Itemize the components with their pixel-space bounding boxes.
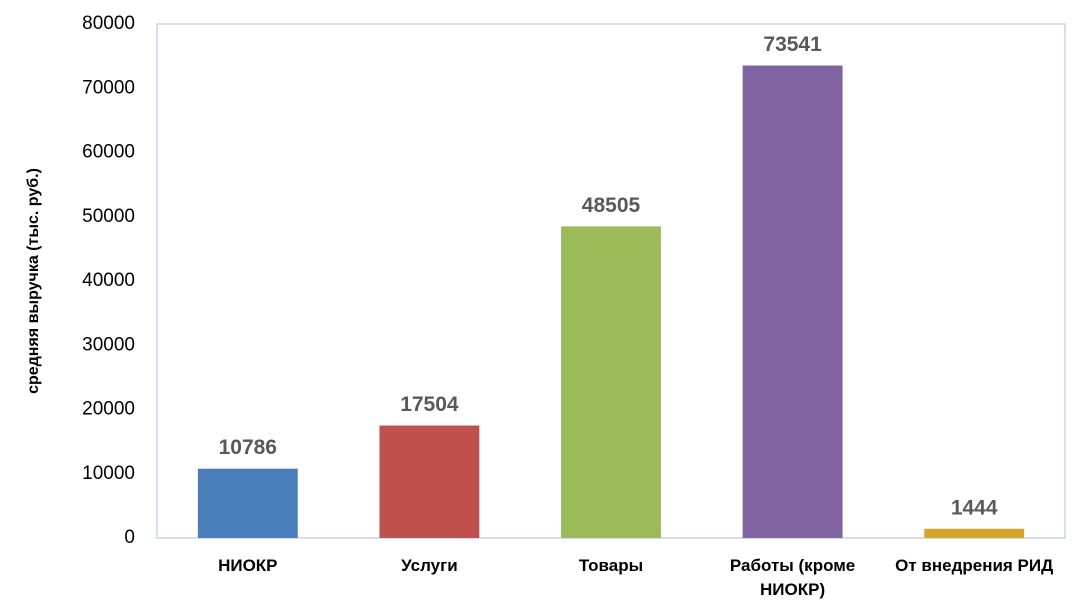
- x-tick-label: Услуги: [401, 556, 458, 575]
- data-label: 48505: [582, 194, 641, 217]
- y-tick-label: 10000: [82, 463, 135, 484]
- bar: [197, 468, 298, 538]
- y-tick-label: 60000: [82, 142, 135, 163]
- data-label: 73541: [763, 33, 822, 56]
- bar: [561, 226, 661, 538]
- y-tick-label: 70000: [82, 77, 135, 98]
- data-label: 1444: [951, 496, 998, 519]
- y-tick-label: 50000: [82, 206, 135, 227]
- x-tick-label: Работы (кроме НИОКР): [729, 556, 856, 599]
- x-tick-label: Товары: [578, 556, 644, 575]
- y-tick-label: 30000: [82, 334, 135, 355]
- bar: [924, 528, 1025, 538]
- x-tick-label: От внедрения РИД: [895, 556, 1054, 575]
- x-tick-label: НИОКР: [218, 556, 278, 575]
- y-tick-label: 80000: [82, 13, 135, 34]
- bar: [742, 65, 843, 538]
- y-axis-label: средняя выручка (тыс. руб.): [25, 168, 42, 394]
- bar: [379, 425, 480, 538]
- data-label: 17504: [400, 393, 459, 416]
- data-label: 10786: [219, 436, 277, 459]
- y-tick-label: 40000: [82, 270, 135, 291]
- y-tick-label: 20000: [82, 399, 135, 420]
- y-tick-label: 0: [124, 527, 135, 548]
